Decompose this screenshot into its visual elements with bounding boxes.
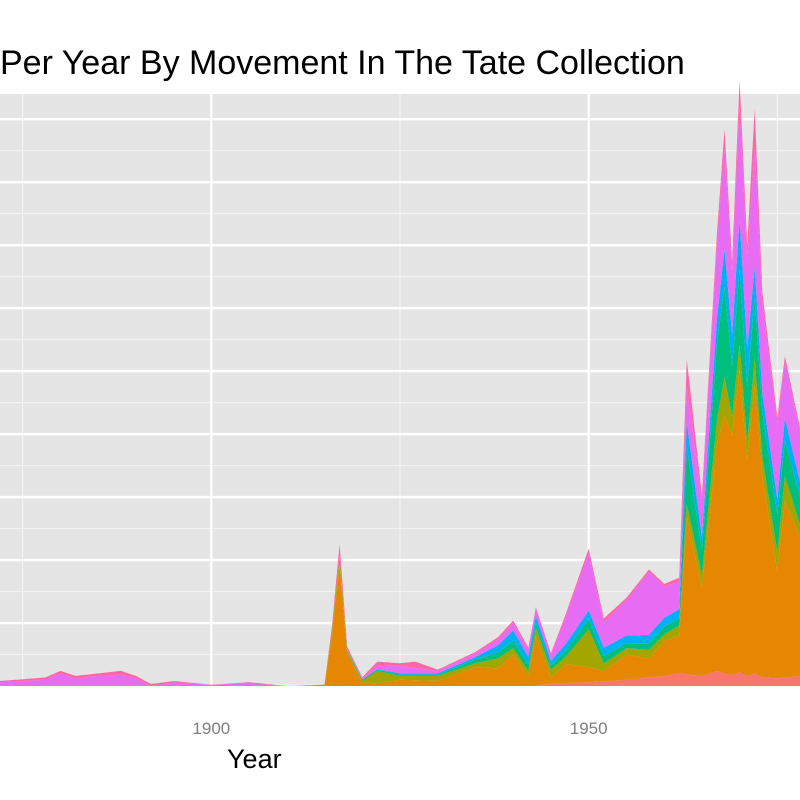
area-series-1 [0,670,800,686]
x-axis-tick-labels: 1900 1950 [192,719,607,738]
x-tick-label: 1900 [192,719,230,738]
chart-title: Per Year By Movement In The Tate Collect… [0,44,685,82]
x-axis-title: Year [227,744,282,774]
x-tick-label: 1950 [570,719,608,738]
area-series-2 [0,369,800,686]
area-series-group [0,80,800,687]
